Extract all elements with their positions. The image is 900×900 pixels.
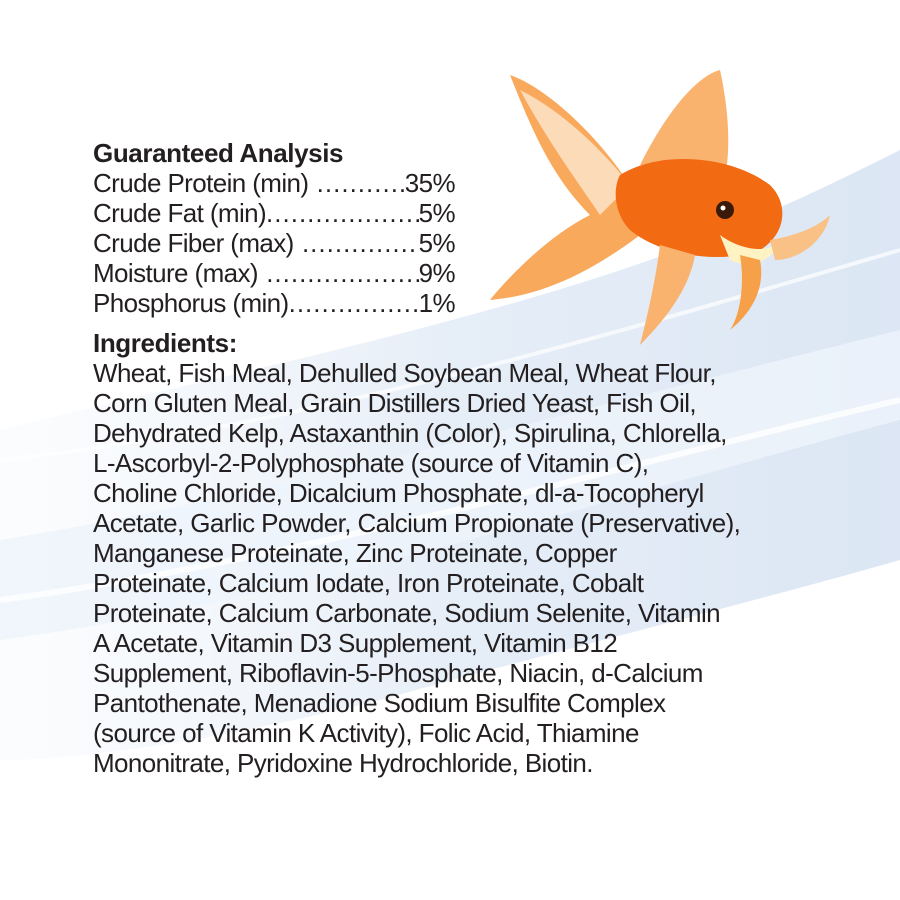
ingredients-line: Pantothenate, Menadione Sodium Bisulfite… — [93, 688, 666, 718]
ingredients-line: Dehydrated Kelp, Astaxanthin (Color), Sp… — [93, 418, 727, 448]
ingredients-line: Proteinate, Calcium Carbonate, Sodium Se… — [93, 598, 721, 628]
ingredients-line: Supplement, Riboflavin-5-Phosphate, Niac… — [93, 658, 703, 688]
ingredients-line: Wheat, Fish Meal, Dehulled Soybean Meal,… — [93, 358, 716, 388]
ingredients-line: Corn Gluten Meal, Grain Distillers Dried… — [93, 388, 697, 418]
analysis-value: 9% — [418, 258, 456, 288]
analysis-label: Crude Protein (min) — [93, 168, 309, 198]
ingredients-line: Choline Chloride, Dicalcium Phosphate, d… — [93, 478, 704, 508]
analysis-label: Crude Fat (min) — [93, 198, 267, 228]
goldfish-icon — [490, 70, 830, 345]
analysis-value: 5% — [418, 228, 456, 258]
analysis-row: Crude Fat (min).........................… — [93, 198, 456, 228]
analysis-row: Moisture (max) .........................… — [93, 258, 456, 288]
analysis-value: 35% — [404, 168, 456, 198]
analysis-label: Crude Fiber (max) — [93, 228, 294, 258]
analysis-value: 5% — [418, 198, 456, 228]
ingredients-line: Proteinate, Calcium Iodate, Iron Protein… — [93, 568, 644, 598]
analysis-row: Crude Protein (min) ....................… — [93, 168, 456, 198]
dot-leader: ................................... — [301, 228, 419, 258]
analysis-row: Phosphorus (min)........................… — [93, 288, 456, 318]
dot-leader: ................................... — [266, 258, 418, 288]
ingredients-line: Acetate, Garlic Powder, Calcium Propiona… — [93, 508, 741, 538]
ingredients-line: L-Ascorbyl-2-Polyphosphate (source of Vi… — [93, 448, 649, 478]
analysis-row: Crude Fiber (max) ......................… — [93, 228, 456, 258]
dot-leader: ................................... — [266, 198, 419, 228]
ingredients-line: (source of Vitamin K Activity), Folic Ac… — [93, 718, 639, 748]
ingredients-line: A Acetate, Vitamin D3 Supplement, Vitami… — [93, 628, 618, 658]
dot-leader: ................................... — [288, 288, 419, 318]
ingredients-line: Mononitrate, Pyridoxine Hydrochloride, B… — [93, 748, 593, 778]
dot-leader: ................................... — [316, 168, 405, 198]
analysis-label: Phosphorus (min) — [93, 288, 289, 318]
ingredients-line: Manganese Proteinate, Zinc Proteinate, C… — [93, 538, 617, 568]
analysis-value: 1% — [418, 288, 456, 318]
ingredients-heading: Ingredients: — [93, 328, 237, 358]
analysis-label: Moisture (max) — [93, 258, 259, 288]
guaranteed-analysis-heading: Guaranteed Analysis — [93, 138, 344, 168]
